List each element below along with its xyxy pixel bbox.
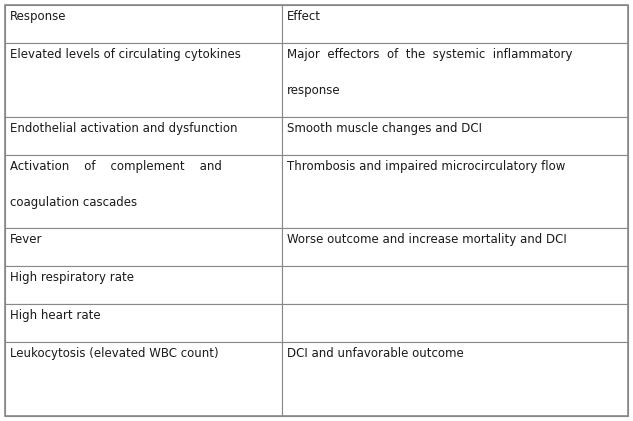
Bar [5, 342, 282, 416]
Bar [5, 5, 282, 43]
Text: Fever: Fever [10, 233, 42, 246]
Bar [5, 155, 282, 228]
Bar [5, 43, 282, 117]
Bar [282, 304, 628, 342]
Text: Response: Response [10, 10, 66, 23]
Text: Worse outcome and increase mortality and DCI: Worse outcome and increase mortality and… [287, 233, 567, 246]
Text: Thrombosis and impaired microcirculatory flow: Thrombosis and impaired microcirculatory… [287, 160, 566, 173]
Bar [282, 43, 628, 117]
Bar [5, 266, 282, 304]
Bar [282, 155, 628, 228]
Bar [282, 117, 628, 155]
Bar [282, 228, 628, 266]
Text: Endothelial activation and dysfunction: Endothelial activation and dysfunction [10, 122, 237, 135]
Bar [5, 304, 282, 342]
Text: Activation    of    complement    and

coagulation cascades: Activation of complement and coagulation… [10, 160, 222, 209]
Bar [282, 266, 628, 304]
Text: Smooth muscle changes and DCI: Smooth muscle changes and DCI [287, 122, 482, 135]
Bar [282, 5, 628, 43]
Text: Effect: Effect [287, 10, 321, 23]
Bar [5, 228, 282, 266]
Bar [5, 117, 282, 155]
Text: Elevated levels of circulating cytokines: Elevated levels of circulating cytokines [10, 48, 241, 61]
Text: High respiratory rate: High respiratory rate [10, 271, 134, 284]
Text: Leukocytosis (elevated WBC count): Leukocytosis (elevated WBC count) [10, 347, 218, 360]
Bar [282, 342, 628, 416]
Text: High heart rate: High heart rate [10, 309, 101, 322]
Text: DCI and unfavorable outcome: DCI and unfavorable outcome [287, 347, 464, 360]
Text: Major  effectors  of  the  systemic  inflammatory

response: Major effectors of the systemic inflamma… [287, 48, 573, 97]
